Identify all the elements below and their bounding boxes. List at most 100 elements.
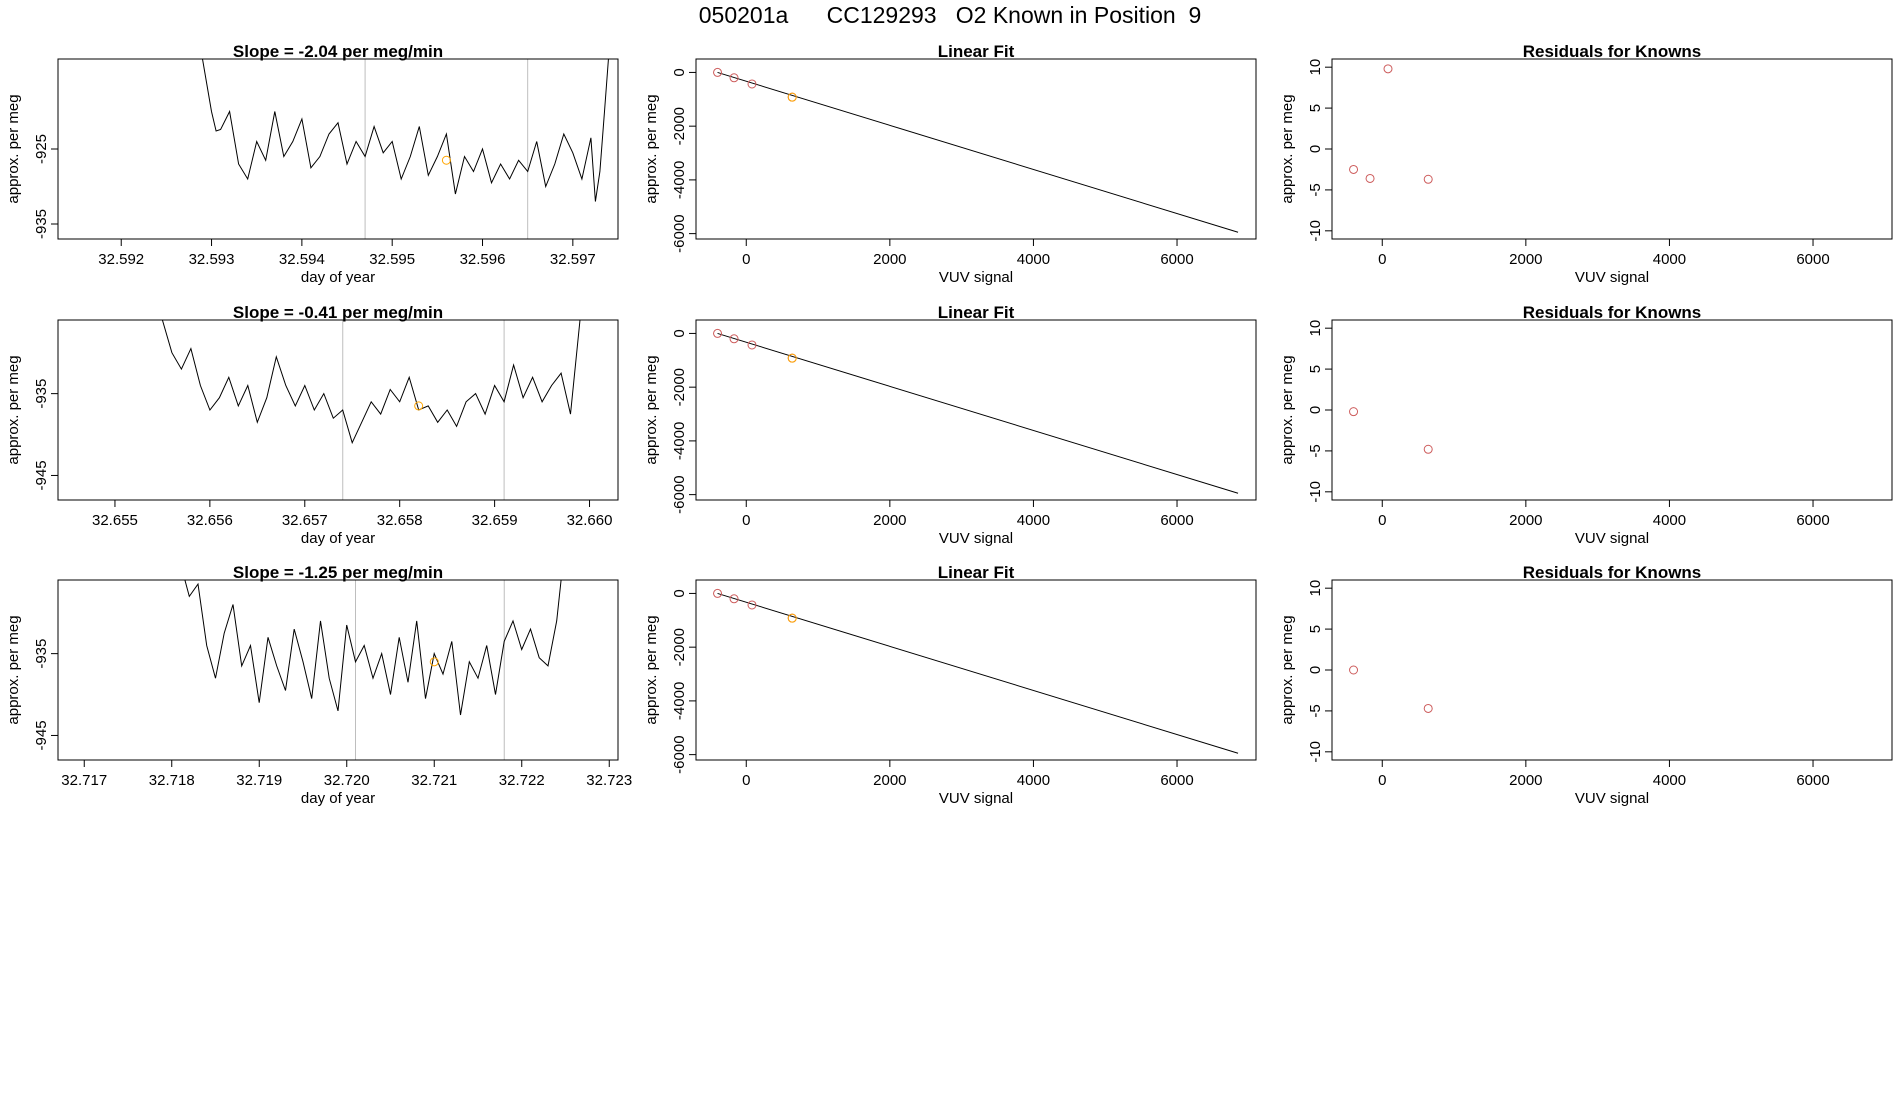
fit-row3-xtick-label-0: 0	[742, 772, 750, 789]
fit-row2-known-point-0	[713, 328, 723, 338]
res-row3-ytick-label-3: -5	[1307, 704, 1324, 717]
res-row1-known-point-1	[1365, 173, 1375, 183]
fit-row1-xtick-label-2: 4000	[1017, 251, 1050, 268]
fit-row2-ytick-label-0: 0	[671, 329, 688, 337]
fit-row3-plot-area	[713, 588, 1239, 754]
res-row2-ytick-label-0: 10	[1307, 320, 1324, 337]
ts-row3-frame	[57, 579, 619, 761]
res-row1-xlabel: VUV signal	[1575, 269, 1649, 286]
res-row1-xtick-label-1: 2000	[1509, 251, 1542, 268]
fit-row1-panel: 0 2000 4000 6000 0 -2000 -4000 -6000 Linear Fit V…	[643, 42, 1257, 286]
fit-row3-ylabel: approx. per meg	[643, 615, 660, 724]
res-row1-panel: 0 2000 4000 6000 10 5 0 -5 -10 Residuals for Know…	[1279, 42, 1893, 286]
res-row2-xtick-label-1: 2000	[1509, 512, 1542, 529]
ts-row1-ytick-label-1: -935	[33, 209, 50, 239]
ts-row1-series-line	[201, 59, 609, 202]
res-row1-frame	[1331, 58, 1893, 240]
ts-row3-xtick-label-3: 32.720	[324, 772, 370, 789]
res-row2-plot-area	[1349, 407, 1433, 454]
ts-row3-xtick-label-6: 32.723	[586, 772, 632, 789]
fit-row2-known-point-1	[729, 334, 739, 344]
res-row1-title: Residuals for Knowns	[1523, 42, 1702, 61]
ts-row2-xlabel: day of year	[301, 530, 375, 547]
fit-row2-ytick-label-1: -2000	[671, 368, 688, 406]
fit-row3-title: Linear Fit	[938, 563, 1015, 582]
ts-row2-xtick-label-4: 32.659	[472, 512, 518, 529]
fit-row1-ylabel: approx. per meg	[643, 94, 660, 203]
ts-row3-ytick-label-1: -945	[33, 720, 50, 750]
res-row2-ylabel: approx. per meg	[1279, 355, 1296, 464]
ts-row1-title: Slope = -2.04 per meg/min	[233, 42, 443, 61]
fit-row1-known-point-2	[747, 79, 757, 89]
ts-row3-title: Slope = -1.25 per meg/min	[233, 563, 443, 582]
fit-row3-ytick-label-3: -6000	[671, 735, 688, 773]
res-row3-xtick-label-2: 4000	[1653, 772, 1686, 789]
res-row2-frame	[1331, 319, 1893, 501]
res-row2-xtick-label-0: 0	[1378, 512, 1386, 529]
ts-row2-ytick-label-1: -945	[33, 460, 50, 490]
res-row2-xtick-label-3: 6000	[1796, 512, 1829, 529]
ts-row1-xtick-label-3: 32.595	[369, 251, 415, 268]
res-row3-title: Residuals for Knowns	[1523, 563, 1702, 582]
fit-row1-current-point-0	[787, 92, 797, 102]
fit-row3-fit-line	[717, 592, 1239, 754]
res-row3-ytick-label-4: -10	[1307, 741, 1324, 763]
fit-row1-ytick-label-0: 0	[671, 68, 688, 76]
ts-row3-xtick-label-1: 32.718	[149, 772, 195, 789]
ts-row1-plot-area	[201, 59, 609, 239]
fit-row2-ytick-label-3: -6000	[671, 475, 688, 513]
ts-row2-series-line	[161, 320, 581, 445]
ts-row3-xtick-label-5: 32.722	[499, 772, 545, 789]
fit-row3-xtick-label-1: 2000	[873, 772, 906, 789]
fit-row1-xtick-label-3: 6000	[1160, 251, 1193, 268]
res-row3-ytick-label-2: 0	[1307, 666, 1324, 674]
ts-row2-xtick-label-3: 32.658	[377, 512, 423, 529]
fit-row1-plot-area	[713, 67, 1239, 233]
fit-row2-current-point-0	[787, 353, 797, 363]
res-row1-known-point-3	[1423, 174, 1433, 184]
fit-row2-xtick-label-3: 6000	[1160, 512, 1193, 529]
res-row2-panel: 0 2000 4000 6000 10 5 0 -5 -10 Residuals for Know…	[1279, 303, 1893, 547]
res-row2-known-point-1	[1423, 444, 1433, 454]
ts-row3-ylabel: approx. per meg	[5, 615, 22, 724]
fit-row2-ytick-label-2: -4000	[671, 422, 688, 460]
fit-row3-known-point-1	[729, 594, 739, 604]
ts-row3-xlabel: day of year	[301, 790, 375, 807]
res-row1-xtick-label-3: 6000	[1796, 251, 1829, 268]
res-row1-known-point-2	[1383, 64, 1393, 74]
fit-row1-ytick-label-3: -6000	[671, 214, 688, 252]
res-row3-ytick-label-1: 5	[1307, 625, 1324, 633]
fit-row2-title: Linear Fit	[938, 303, 1015, 322]
fit-row2-xtick-label-2: 4000	[1017, 512, 1050, 529]
ts-row2-xtick-label-0: 32.655	[92, 512, 138, 529]
res-row2-ytick-label-3: -5	[1307, 444, 1324, 457]
res-row3-known-point-1	[1423, 703, 1433, 713]
ts-row2-ylabel: approx. per meg	[5, 355, 22, 464]
res-row3-ytick-label-0: 10	[1307, 580, 1324, 597]
fit-row3-frame	[695, 579, 1257, 761]
ts-row2-title: Slope = -0.41 per meg/min	[233, 303, 443, 322]
fit-row3-ytick-label-1: -2000	[671, 628, 688, 666]
ts-row1-xtick-label-1: 32.593	[189, 251, 235, 268]
ts-row1-ylabel: approx. per meg	[5, 94, 22, 203]
ts-row3-series-line	[184, 580, 562, 716]
ts-row2-xtick-label-1: 32.656	[187, 512, 233, 529]
ts-row3-xtick-label-0: 32.717	[61, 772, 107, 789]
res-row3-xlabel: VUV signal	[1575, 790, 1649, 807]
ts-row1-xtick-label-0: 32.592	[98, 251, 144, 268]
ts-row1-ytick-label-0: -925	[33, 134, 50, 164]
fit-row3-panel: 0 2000 4000 6000 0 -2000 -4000 -6000 Linear Fit V…	[643, 563, 1257, 807]
ts-row3-xtick-label-2: 32.719	[236, 772, 282, 789]
ts-row3-panel: 32.717 32.718 32.719 32.720 32.721 32.722 32.7…	[5, 563, 632, 807]
fit-row3-xlabel: VUV signal	[939, 790, 1013, 807]
fit-row1-xtick-label-0: 0	[742, 251, 750, 268]
fit-row1-known-point-1	[729, 73, 739, 83]
res-row2-title: Residuals for Knowns	[1523, 303, 1702, 322]
ts-row3-ytick-label-0: -935	[33, 639, 50, 669]
res-row3-known-point-0	[1349, 665, 1359, 675]
fit-row1-fit-line	[717, 71, 1239, 233]
ts-row3-xtick-label-4: 32.721	[411, 772, 457, 789]
fit-row3-ytick-label-0: 0	[671, 589, 688, 597]
res-row3-ylabel: approx. per meg	[1279, 615, 1296, 724]
